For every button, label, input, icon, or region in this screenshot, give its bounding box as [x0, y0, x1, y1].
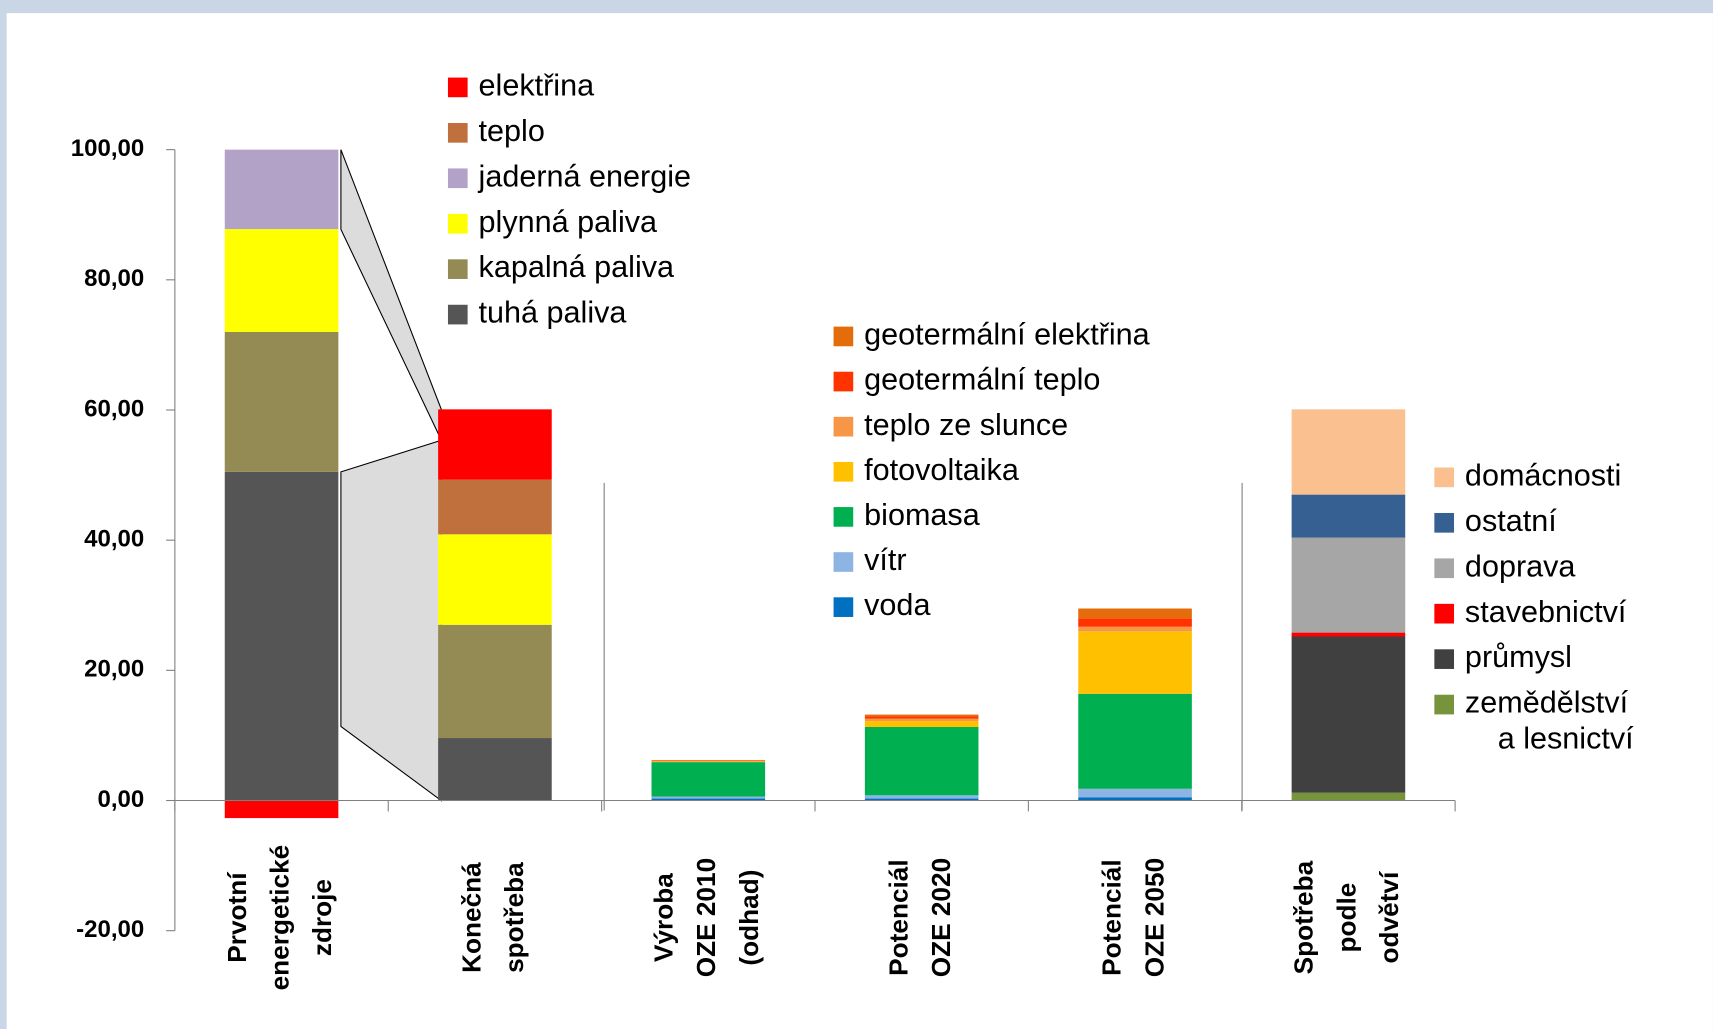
x-tick-label: OZE 2020	[926, 858, 956, 977]
bar-segment	[864, 721, 979, 727]
bar-segment	[224, 229, 339, 332]
bar-segment	[651, 796, 766, 799]
bar-segment	[438, 534, 552, 625]
x-tick-label: OZE 2010	[691, 858, 721, 977]
x-tick-label: zdroje	[307, 879, 337, 956]
legend-label: elektřina	[479, 68, 595, 102]
bar-segment	[864, 726, 979, 796]
bar-segment	[224, 149, 339, 230]
legend-label: průmysl	[1465, 640, 1572, 674]
bar-segment	[1078, 693, 1192, 789]
y-tick-label: 100,00	[71, 135, 144, 162]
legend-label: geotermální elektřina	[864, 318, 1150, 352]
legend-swatch	[1434, 603, 1455, 624]
legend-label: plynná paliva	[479, 205, 658, 239]
legend-swatch	[447, 168, 468, 189]
x-tick-label: Potenciál	[1097, 859, 1127, 976]
legend-swatch	[833, 597, 854, 617]
x-tick-label: Prvotní	[222, 872, 252, 963]
legend-label: kapalná paliva	[479, 250, 675, 284]
legend-swatch	[447, 259, 468, 279]
bar-segment	[651, 760, 766, 762]
legend-label: tuhá paliva	[479, 296, 627, 330]
legend-label: vítr	[864, 543, 906, 577]
legend-swatch	[833, 507, 854, 527]
legend-label: domácnosti	[1465, 458, 1621, 492]
legend-swatch	[833, 416, 854, 437]
bar-segment	[864, 718, 979, 722]
x-tick-label: (odhad)	[734, 870, 764, 966]
legend-label: voda	[864, 588, 930, 622]
bar-segment	[438, 738, 552, 801]
legend-label: ostatní	[1465, 504, 1557, 538]
legend-swatch	[1434, 649, 1455, 669]
legend-label: teplo	[479, 114, 545, 148]
bar-segment	[1078, 608, 1192, 619]
legend-swatch	[447, 304, 468, 325]
bar-segment	[224, 331, 339, 472]
x-tick-label: Spotřeba	[1289, 860, 1319, 974]
legend-swatch	[1434, 467, 1455, 488]
bar-segment	[864, 716, 979, 719]
x-tick-label: podle	[1331, 883, 1361, 953]
bar-segment	[864, 714, 979, 717]
x-tick-label: spotřeba	[499, 862, 529, 973]
bar-segment	[1078, 618, 1192, 627]
bar-segment	[224, 800, 339, 819]
x-tick-label: Potenciál	[883, 859, 913, 976]
legend-label: stavebnictví	[1465, 595, 1627, 629]
legend-label: biomasa	[864, 498, 980, 532]
bar-segment	[438, 409, 552, 480]
bar-segment	[651, 761, 766, 763]
legend-label: geotermální teplo	[864, 363, 1100, 397]
legend-label: jaderná energie	[478, 159, 692, 193]
y-tick-label: 20,00	[84, 656, 144, 683]
legend-swatch	[447, 77, 468, 98]
legend-label: fotovoltaika	[864, 453, 1019, 487]
bar-segment	[1078, 626, 1192, 632]
legend-swatch	[833, 326, 854, 347]
bar-segment	[1291, 494, 1406, 538]
bar-segment	[1291, 537, 1406, 633]
x-tick-label: Konečná	[457, 862, 487, 973]
legend-swatch	[1434, 558, 1455, 579]
legend-label: zemědělství	[1465, 686, 1629, 720]
legend-label: doprava	[1465, 549, 1576, 583]
y-tick-label: -20,00	[76, 916, 144, 943]
y-tick-label: 0,00	[98, 786, 145, 813]
legend-swatch	[447, 213, 468, 234]
x-tick-label: Výroba	[649, 873, 679, 962]
y-tick-label: 80,00	[84, 265, 144, 292]
bar-segment	[1291, 792, 1406, 801]
bar-segment	[864, 798, 979, 801]
legend-swatch	[833, 552, 854, 572]
x-tick-label: OZE 2050	[1139, 858, 1169, 977]
bar-segment	[1078, 788, 1192, 798]
bar-segment	[1291, 636, 1406, 793]
legend-label: a lesnictví	[1498, 722, 1634, 756]
legend-swatch	[1434, 512, 1455, 533]
bar-segment	[651, 798, 766, 801]
bar-segment	[651, 762, 766, 797]
bar-segment	[1078, 797, 1192, 801]
bar-segment	[438, 624, 552, 739]
legend-swatch	[833, 461, 854, 482]
bar-segment	[864, 795, 979, 799]
bar-segment	[438, 479, 552, 535]
bar-segment	[1078, 631, 1192, 694]
bar-segment	[1291, 632, 1406, 637]
bar-segment	[1291, 409, 1406, 495]
y-tick-label: 60,00	[84, 395, 144, 422]
bar-segment	[224, 471, 339, 801]
x-tick-label: energetické	[264, 845, 294, 991]
x-tick-label: odvětví	[1374, 871, 1404, 963]
legend-label: teplo ze slunce	[864, 408, 1068, 442]
bar-segment	[651, 760, 766, 761]
legend-swatch	[833, 371, 854, 392]
legend-swatch	[1434, 694, 1455, 715]
y-tick-label: 40,00	[84, 526, 144, 553]
legend-swatch	[447, 122, 468, 143]
